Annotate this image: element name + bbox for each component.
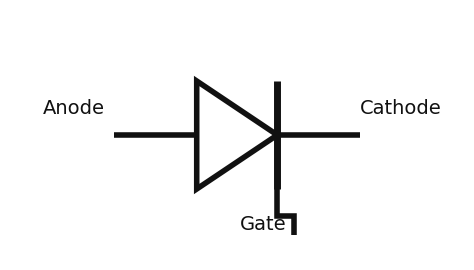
Text: Anode: Anode <box>43 99 104 117</box>
Text: Cathode: Cathode <box>360 99 441 117</box>
Text: Gate: Gate <box>240 215 286 234</box>
Polygon shape <box>197 81 277 189</box>
